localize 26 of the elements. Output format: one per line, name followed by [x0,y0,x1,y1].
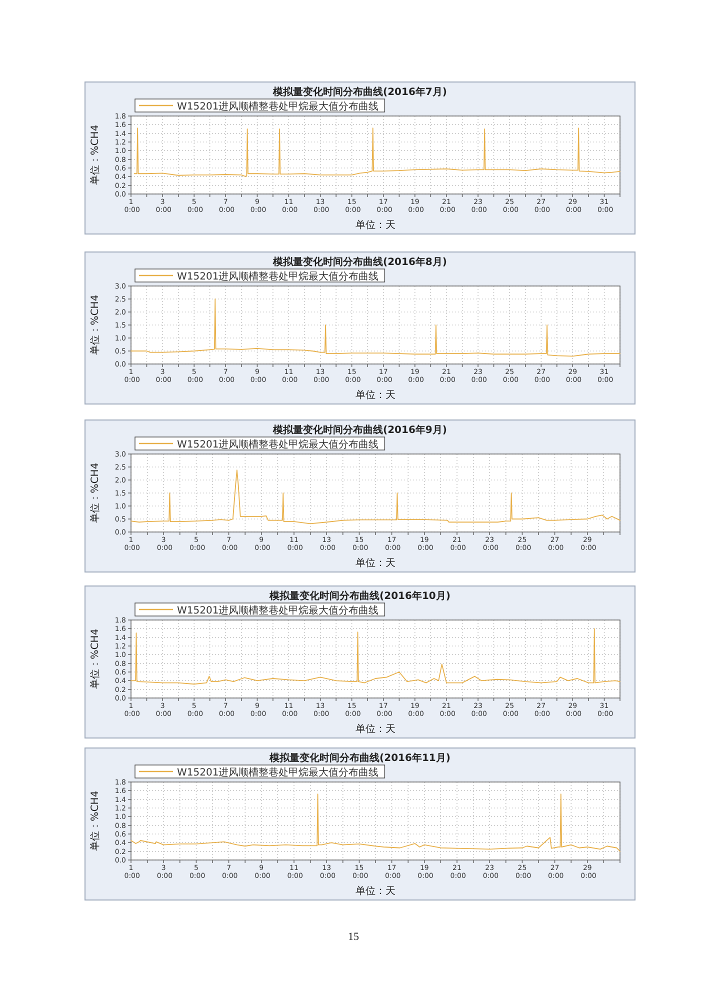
y-axis-title: 单位：%CH4 [89,462,101,524]
y-axis-title: 单位：%CH4 [89,124,101,186]
legend-label: W15201进风顺槽整巷处甲烷最大值分布曲线 [177,766,379,778]
line-series [130,470,620,524]
chart-title: 模拟量变化时间分布曲线(2016年9月) [272,424,447,436]
line-series [130,298,620,357]
x-axis-title: 单位：天 [356,885,396,897]
line-series [130,794,620,852]
legend-label: W15201进风顺槽整巷处甲烷最大值分布曲线 [177,100,379,112]
y-axis-title: 单位：%CH4 [89,294,101,356]
chart-title: 模拟量变化时间分布曲线(2016年7月) [272,86,447,98]
y-axis-title: 单位：%CH4 [89,790,101,852]
x-axis-title: 单位：天 [356,219,396,231]
x-axis-title: 单位：天 [356,389,396,401]
x-axis-title: 单位：天 [356,557,396,569]
text: 15 [348,931,360,943]
chart-title: 模拟量变化时间分布曲线(2016年8月) [272,256,447,268]
legend-label: W15201进风顺槽整巷处甲烷最大值分布曲线 [177,270,379,282]
line-series [130,628,620,685]
legend-label: W15201进风顺槽整巷处甲烷最大值分布曲线 [177,604,379,616]
legend-label: W15201进风顺槽整巷处甲烷最大值分布曲线 [177,438,379,450]
x-axis-title: 单位：天 [356,723,396,735]
line-series [134,128,620,177]
chart-title: 模拟量变化时间分布曲线(2016年10月) [268,590,450,602]
y-axis-title: 单位：%CH4 [89,628,101,690]
chart-title: 模拟量变化时间分布曲线(2016年11月) [268,752,450,764]
